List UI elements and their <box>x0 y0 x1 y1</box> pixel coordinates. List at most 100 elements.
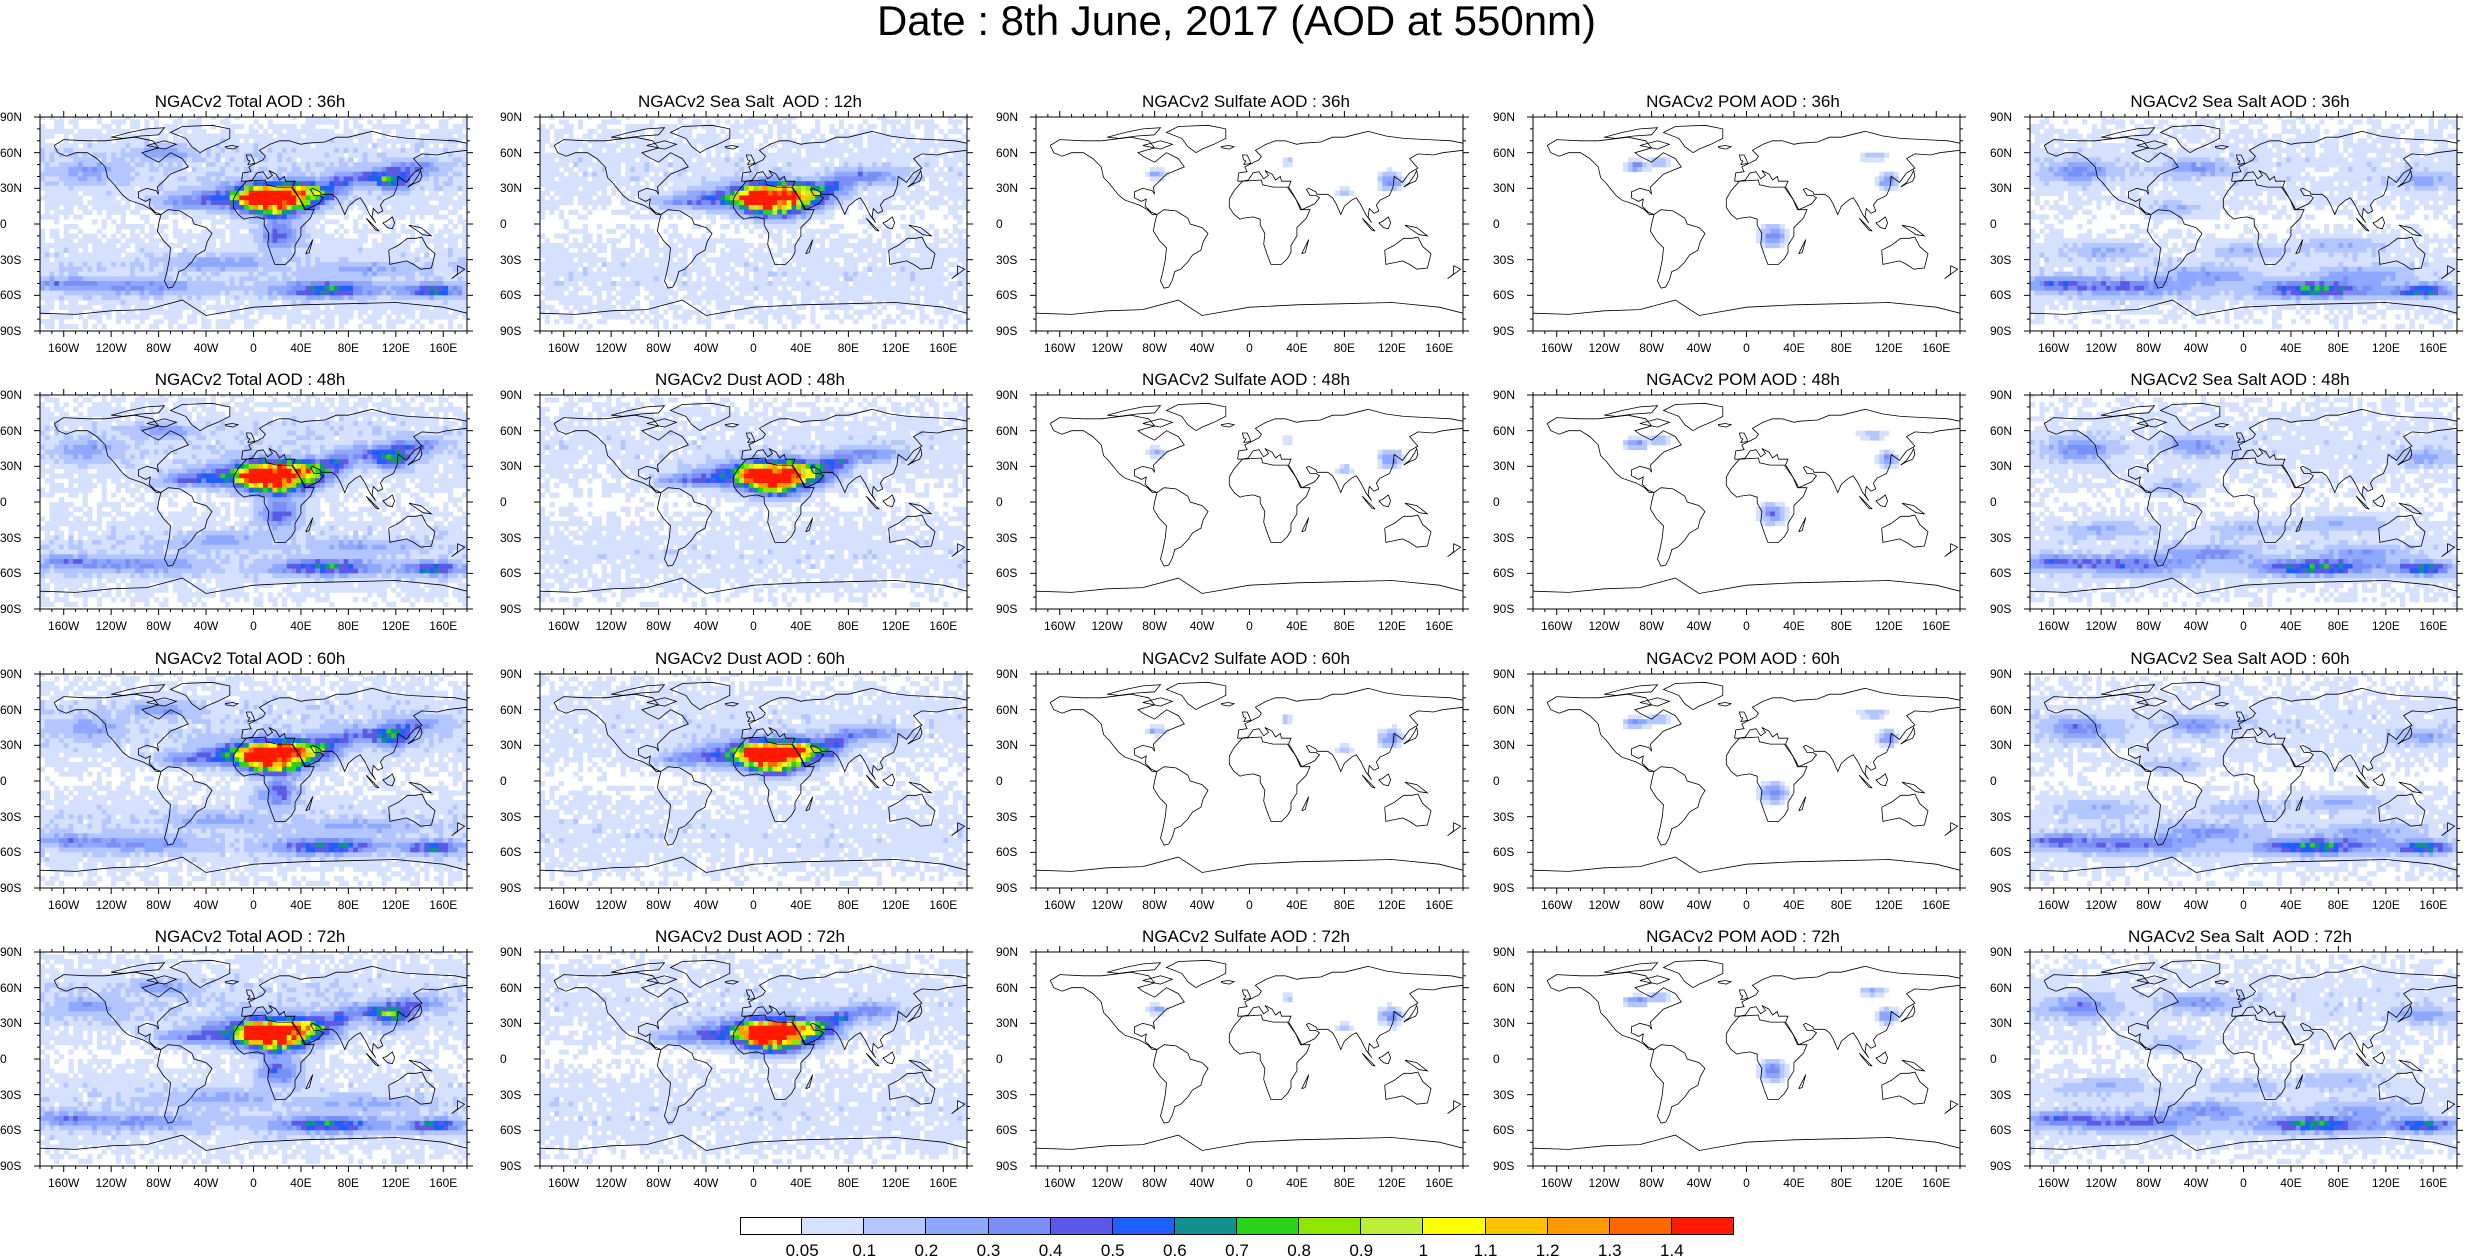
lon-tick-label: 40E <box>2266 342 2316 354</box>
lon-tick-label: 80W <box>134 620 184 632</box>
map-plot <box>534 668 973 894</box>
lat-tick-label: 60S <box>1990 846 2014 858</box>
colorbar-box <box>1299 1217 1362 1235</box>
lon-tick-label: 40W <box>681 899 731 911</box>
coastline <box>1378 494 1392 508</box>
coastline <box>1533 299 1960 316</box>
lon-tick-label: 40E <box>1769 342 1819 354</box>
coastline <box>805 1074 814 1090</box>
lat-tick-label: 30N <box>1990 1017 2014 1029</box>
lon-tick-label: 80E <box>823 620 873 632</box>
coastline <box>2030 856 2457 873</box>
lon-tick-label: 120E <box>2361 1177 2411 1189</box>
lat-tick-label: 60S <box>996 846 1020 858</box>
coastline <box>388 793 436 827</box>
lat-tick-label: 60S <box>500 1124 524 1136</box>
coastline <box>2441 1100 2456 1115</box>
lat-tick-label: 0 <box>500 1053 524 1065</box>
coastline <box>1858 774 1873 789</box>
lon-tick-label: 0 <box>229 620 279 632</box>
lat-tick-label: 30S <box>1990 1089 2014 1101</box>
map-panel: NGACv2 Sea Salt AOD : 72h 90N 60N 30N 0 30S 60… <box>1990 927 2473 1197</box>
figure-title: Date : 8th June, 2017 (AOD at 550nm) <box>0 0 2473 42</box>
coastline <box>656 209 713 289</box>
lon-tick-label: 40E <box>276 899 326 911</box>
lat-tick-label: 90S <box>1990 603 2014 615</box>
coastline <box>1881 514 1929 548</box>
coastline <box>382 494 396 508</box>
map-plot <box>2024 946 2463 1172</box>
panel-title: NGACv2 Total AOD : 60h <box>0 649 500 669</box>
lon-tick-label: 120W <box>2076 342 2126 354</box>
coastline <box>1546 693 1682 772</box>
coastline <box>365 495 380 510</box>
coastline <box>611 405 666 417</box>
coastline <box>2441 265 2456 280</box>
lon-tick-label: 40W <box>1674 899 1724 911</box>
lon-tick-label: 40E <box>276 620 326 632</box>
map-plot <box>1527 111 1966 337</box>
coastline <box>408 224 433 237</box>
coastline <box>2214 980 2230 985</box>
coastline <box>1241 432 1252 443</box>
panel-title: NGACv2 Sea Salt AOD : 60h <box>1990 649 2473 669</box>
coastline <box>724 980 740 985</box>
coastline <box>1604 962 1659 974</box>
coastline <box>1881 1071 1929 1105</box>
lat-tick-label: 30S <box>996 811 1020 823</box>
coastline <box>156 1044 213 1124</box>
coastline <box>2159 402 2221 432</box>
coastline <box>732 736 815 822</box>
coastline <box>1301 1074 1310 1090</box>
lat-tick-label: 90S <box>0 1160 24 1172</box>
coastline <box>2136 140 2168 150</box>
lat-tick-label: 60N <box>1493 425 1517 437</box>
coastline <box>907 447 923 466</box>
coastline <box>888 1071 936 1105</box>
lon-tick-label: 120W <box>1082 899 1132 911</box>
map-plot <box>1030 946 1469 1172</box>
coastline <box>2235 711 2246 722</box>
lon-tick-label: 160E <box>2408 342 2458 354</box>
coastline <box>53 414 189 493</box>
coastline <box>407 169 423 188</box>
colorbar-label: 0.6 <box>1150 1242 1200 1259</box>
coastline <box>1875 773 1889 787</box>
lon-tick-label: 160E <box>418 899 468 911</box>
coastline <box>882 216 896 230</box>
coastline <box>1228 1014 1311 1100</box>
coastline <box>1639 697 1671 707</box>
lat-tick-label: 0 <box>0 218 24 230</box>
colorbar-label: 0.1 <box>839 1242 889 1259</box>
coastline <box>2159 681 2221 711</box>
panel-title: NGACv2 Dust AOD : 72h <box>500 927 1000 947</box>
coastline <box>40 1134 467 1151</box>
coastline <box>1649 1044 1706 1124</box>
coastline <box>2295 239 2304 255</box>
lat-tick-label: 90N <box>1990 668 2014 680</box>
lat-tick-label: 30S <box>996 1089 1020 1101</box>
lon-tick-label: 80E <box>323 620 373 632</box>
coastline <box>1533 577 1960 594</box>
coastline <box>2295 517 2304 533</box>
lon-tick-label: 80W <box>1130 899 1180 911</box>
map-plot <box>2024 668 2463 894</box>
lon-tick-label: 160W <box>39 620 89 632</box>
lat-tick-label: 30N <box>500 460 524 472</box>
coastline <box>2043 136 2179 215</box>
coastline <box>1662 681 1724 711</box>
coastline <box>1107 405 1162 417</box>
coastline <box>224 702 240 707</box>
lon-tick-label: 40W <box>2171 342 2221 354</box>
coastline <box>732 179 815 265</box>
coastline <box>1738 154 1749 165</box>
aod-field <box>1533 952 1960 1166</box>
lat-tick-label: 30S <box>1493 532 1517 544</box>
aod-field <box>40 117 467 331</box>
coastline <box>1404 1059 1429 1072</box>
aod-field <box>2030 117 2457 331</box>
lon-tick-label: 80W <box>1627 1177 1677 1189</box>
coastline <box>169 681 231 711</box>
coastline <box>1858 217 1873 232</box>
map-panel: NGACv2 Sea Salt AOD : 48h 90N 60N 30N 0 30S 60… <box>1990 370 2473 640</box>
